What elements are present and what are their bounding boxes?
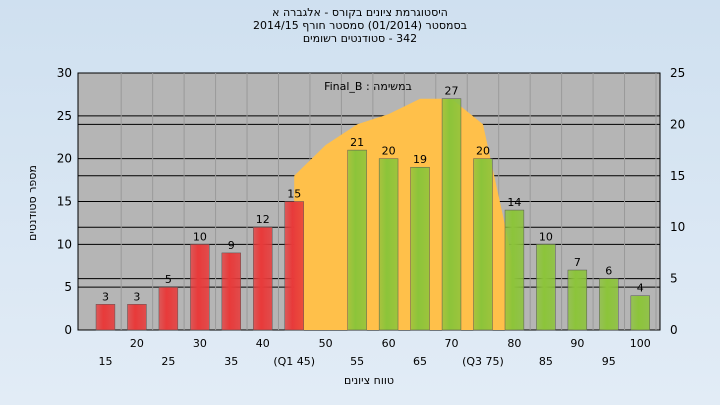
bar-value-label: 20 <box>476 145 490 158</box>
bar <box>253 226 273 331</box>
bar <box>284 201 304 331</box>
y2-tick-label: 5 <box>670 272 678 286</box>
bar <box>567 269 588 331</box>
y2-axis-ticks: 0 5 10 15 20 25 <box>670 66 685 337</box>
bar-value-label: 3 <box>133 290 140 303</box>
x-tick-label: (Q3 75) <box>462 355 504 368</box>
x-tick-label: (Q1 45) <box>273 355 315 368</box>
y-tick-label: 5 <box>64 280 72 294</box>
bar-value-label: 6 <box>605 265 612 278</box>
bar-value-label: 4 <box>637 282 644 295</box>
x-tick-label: 50 <box>319 337 333 350</box>
y2-tick-label: 0 <box>670 323 678 337</box>
bar-value-label: 19 <box>413 153 427 166</box>
x-tick-label: 30 <box>193 337 207 350</box>
bar-value-label: 14 <box>507 196 521 209</box>
chart-title: היסטוגרמת ציונים בקורס - אלגברה א <box>272 6 448 19</box>
bar-value-label: 10 <box>539 230 553 243</box>
y-tick-label: 25 <box>57 109 72 123</box>
x-tick-label: 35 <box>224 355 238 368</box>
y-axis-label: מספר סטודנטים <box>26 165 39 241</box>
bar <box>190 244 210 331</box>
y-axis-ticks: 0 5 10 15 20 25 30 <box>57 66 72 337</box>
bar-value-label: 21 <box>350 136 364 149</box>
x-tick-label: 55 <box>350 355 364 368</box>
y-tick-label: 10 <box>57 237 72 251</box>
x-tick-label: 25 <box>161 355 175 368</box>
chart-title-block: היסטוגרמת ציונים בקורס - אלגברה א בסמסטר… <box>0 6 720 45</box>
y-tick-label: 0 <box>64 323 72 337</box>
x-tick-label: 100 <box>630 337 651 350</box>
bar <box>410 166 430 331</box>
x-tick-label: 70 <box>445 337 459 350</box>
bar <box>599 278 619 331</box>
bar-value-label: 20 <box>382 145 396 158</box>
chart-subtitle: בסמסטר (01/2014) סמסטר חורף 2014/15 <box>253 19 467 32</box>
x-tick-label: 65 <box>413 355 427 368</box>
bar-value-label: 15 <box>287 188 301 201</box>
bar <box>347 149 367 331</box>
y-tick-label: 15 <box>57 195 72 209</box>
bar-series <box>95 98 650 331</box>
bar <box>158 286 179 331</box>
x-tick-label: 85 <box>539 355 553 368</box>
bar <box>536 244 556 331</box>
bar-value-label: 3 <box>102 290 109 303</box>
y2-tick-label: 15 <box>670 169 685 183</box>
x-axis-label: טווח ציונים <box>344 374 394 387</box>
bar <box>95 304 116 331</box>
x-tick-label: 90 <box>570 337 584 350</box>
x-tick-label: 20 <box>130 337 144 350</box>
bar-value-label: 9 <box>228 239 235 252</box>
bar-value-label: 12 <box>256 213 270 226</box>
data-labels: 3 3 5 10 9 12 15 21 20 19 27 20 14 10 7 6 4 <box>102 85 644 304</box>
bar <box>504 209 525 331</box>
chart-subtitle-2: 342 - סטודנטים רשומים <box>302 32 418 45</box>
bar <box>473 158 493 331</box>
x-axis-ticks: 15 20 25 30 35 40(Q1 45) 50 55 60 65 70(Q3 75)80 85… <box>98 337 650 368</box>
y2-tick-label: 20 <box>670 117 685 131</box>
bar-value-label: 10 <box>193 230 207 243</box>
x-tick-label: 40 <box>256 337 270 350</box>
legend-text: במשימה : Final_B <box>324 80 412 93</box>
y2-tick-label: 10 <box>670 220 685 234</box>
x-tick-label: 60 <box>382 337 396 350</box>
x-tick-label: 95 <box>602 355 616 368</box>
bar <box>441 98 462 331</box>
bar <box>630 295 650 331</box>
bar <box>221 252 241 331</box>
bar-value-label: 27 <box>445 85 459 98</box>
x-tick-label: 15 <box>98 355 112 368</box>
y2-tick-label: 25 <box>670 66 685 80</box>
bar <box>378 158 399 331</box>
bar <box>127 304 147 331</box>
y-tick-label: 30 <box>57 66 72 80</box>
bar-value-label: 7 <box>574 256 581 269</box>
x-tick-label: 80 <box>507 337 521 350</box>
y-tick-label: 20 <box>57 152 72 166</box>
bar-value-label: 5 <box>165 273 172 286</box>
